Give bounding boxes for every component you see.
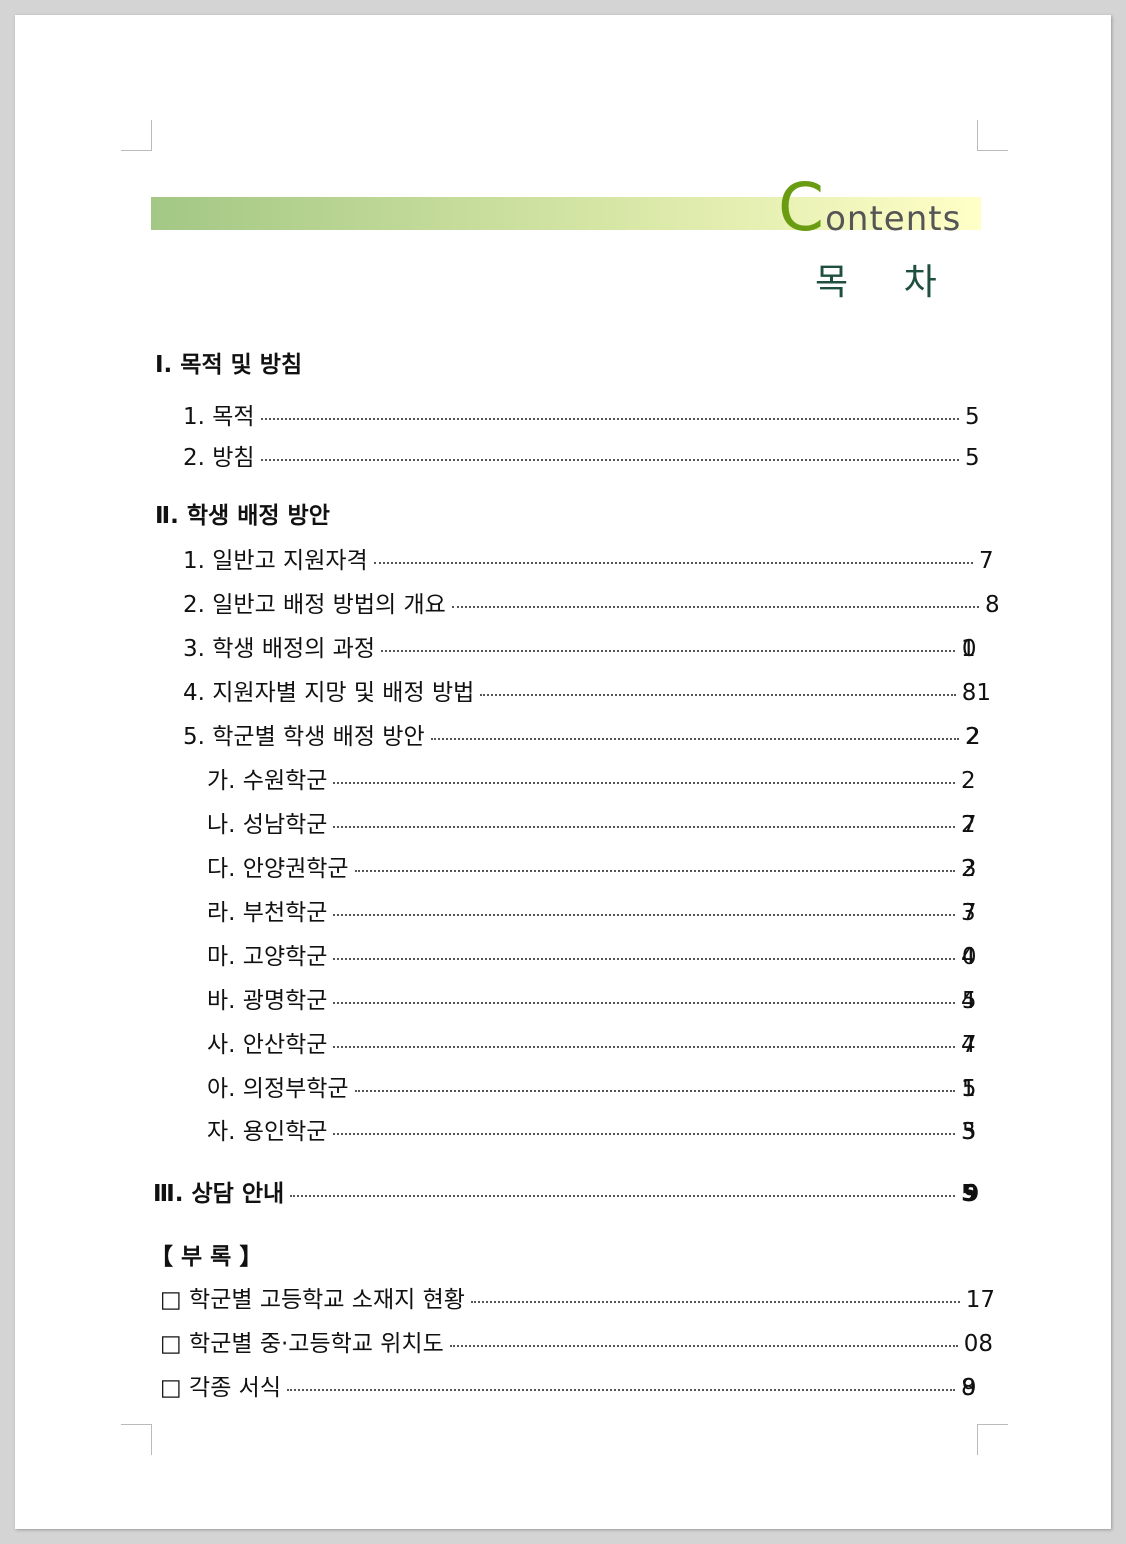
toc-entry-label: 마. 고양학군 (207, 944, 328, 970)
document-page: Contents 목 차 Ⅰ. 목적 및 방침 1. 목적 5 2. 방침 5 Ⅱ. 학생… (15, 15, 1111, 1529)
dot-leader (333, 914, 955, 916)
dot-leader (373, 562, 973, 564)
toc-entry-label: Ⅱ. 학생 배정 방안 (155, 503, 330, 529)
toc-entry-label: □ 학군별 중·고등학교 위치도 (160, 1331, 444, 1357)
dot-leader (260, 459, 959, 461)
toc-entry[interactable]: Ⅰ. 목적 및 방침 (155, 345, 302, 379)
dot-leader (333, 958, 955, 960)
dot-leader (451, 606, 979, 608)
dot-leader (260, 418, 959, 420)
title-initial: C (778, 169, 826, 246)
dot-leader (290, 1195, 955, 1197)
toc-entry[interactable]: 다. 안양권학군 23 (207, 849, 977, 883)
toc-page-number: 35 (961, 1119, 976, 1145)
toc-page-number: 81 (961, 680, 991, 706)
toc-page-number: 17 (965, 1287, 995, 1313)
toc-entry[interactable]: 2. 방침 5 (183, 438, 981, 472)
toc-page-number: 22 (965, 724, 980, 750)
toc-entry[interactable]: Ⅱ. 학생 배정 방안 (155, 496, 330, 530)
crop-mark (121, 1424, 152, 1455)
toc-page-number: 15 (961, 1076, 976, 1102)
toc-page-number: 23 (961, 856, 976, 882)
toc-entry[interactable]: 【 부 록 】 (150, 1237, 262, 1271)
toc-entry-label: 2. 일반고 배정 방법의 개요 (183, 592, 446, 618)
crop-mark (977, 120, 1008, 151)
toc-entry[interactable]: □ 학군별 중·고등학교 위치도 08 (160, 1324, 993, 1358)
dot-leader (333, 826, 955, 828)
toc-entry-label: 1. 목적 (183, 404, 255, 430)
toc-page-number: 89 (961, 1375, 976, 1401)
toc-page-number: 7 (979, 548, 994, 574)
toc-entry[interactable]: 4. 지원자별 지망 및 배정 방법 81 (183, 673, 991, 707)
toc-entry-label: 라. 부천학군 (207, 900, 328, 926)
toc-entry-label: □ 각종 서식 (160, 1375, 281, 1401)
toc-entry-label: 3. 학생 배정의 과정 (183, 636, 375, 662)
title-rest: ontents (825, 199, 962, 239)
crop-mark (977, 1424, 1008, 1455)
dot-leader (430, 738, 959, 740)
toc-entry-label: 5. 학군별 학생 배정 방안 (183, 724, 425, 750)
toc-entry-label: 바. 광명학군 (207, 988, 328, 1014)
toc-entry[interactable]: 아. 의정부학군 15 (207, 1069, 977, 1103)
toc-entry[interactable]: 자. 용인학군 35 (207, 1112, 977, 1146)
toc-entry-label: 가. 수원학군 (207, 768, 328, 794)
dot-leader (287, 1389, 955, 1391)
toc-entry[interactable]: 1. 목적 5 (183, 397, 981, 431)
toc-entry[interactable]: 3. 학생 배정의 과정 10 (183, 629, 977, 663)
toc-entry[interactable]: Ⅲ. 상담 안내 59 (153, 1174, 979, 1208)
toc-entry[interactable]: 1. 일반고 지원자격 7 (183, 541, 995, 575)
dot-leader (333, 782, 955, 784)
toc-page-number: 8 (985, 592, 1000, 618)
toc-page-number: 59 (961, 1181, 979, 1207)
dot-leader (449, 1345, 958, 1347)
dot-leader (381, 650, 955, 652)
toc-page-number: 2 (961, 768, 976, 794)
toc-entry-label: 아. 의정부학군 (207, 1076, 349, 1102)
toc-entry[interactable]: 나. 성남학군 27 (207, 805, 977, 839)
toc-entry-label: 4. 지원자별 지망 및 배정 방법 (183, 680, 475, 706)
toc-entry[interactable]: □ 학군별 고등학교 소재지 현황 17 (160, 1280, 995, 1314)
toc-subtitle: 목 차 (815, 262, 959, 303)
crop-mark (121, 120, 152, 151)
toc-entry-label: 나. 성남학군 (207, 812, 328, 838)
dot-leader (333, 1002, 955, 1004)
toc-entry[interactable]: 가. 수원학군 2 (207, 761, 977, 795)
header-gradient-bar (151, 197, 981, 230)
toc-entry[interactable]: 라. 부천학군 37 (207, 893, 977, 927)
toc-page-number: 08 (963, 1331, 993, 1357)
toc-page-number: 47 (961, 1032, 976, 1058)
dot-leader (333, 1046, 955, 1048)
toc-entry-label: Ⅲ. 상담 안내 (153, 1181, 285, 1207)
toc-entry-label: 2. 방침 (183, 445, 255, 471)
dot-leader (470, 1301, 960, 1303)
toc-page-number: 37 (961, 900, 976, 926)
toc-entry[interactable]: 사. 안산학군 47 (207, 1025, 977, 1059)
dot-leader (354, 870, 955, 872)
toc-entry[interactable]: □ 각종 서식 89 (160, 1368, 977, 1402)
toc-entry-label: 1. 일반고 지원자격 (183, 548, 368, 574)
dot-leader (354, 1090, 955, 1092)
toc-entry-label: 다. 안양권학군 (207, 856, 349, 882)
toc-page-number: 5 (965, 445, 980, 471)
toc-page-number: 45 (961, 988, 976, 1014)
toc-entry-label: 자. 용인학군 (207, 1119, 328, 1145)
toc-entry[interactable]: 바. 광명학군 45 (207, 981, 977, 1015)
toc-entry-label: □ 학군별 고등학교 소재지 현황 (160, 1287, 465, 1313)
toc-entry-label: 【 부 록 】 (150, 1244, 263, 1270)
toc-entry[interactable]: 마. 고양학군 40 (207, 937, 977, 971)
toc-page-number: 5 (965, 404, 980, 430)
toc-entry-label: 사. 안산학군 (207, 1032, 328, 1058)
contents-title: Contents (778, 175, 961, 241)
toc-entry-label: Ⅰ. 목적 및 방침 (155, 352, 303, 378)
toc-page-number: 27 (961, 812, 976, 838)
dot-leader (333, 1133, 955, 1135)
toc-page-number: 10 (961, 636, 976, 662)
toc-page-number: 40 (961, 944, 976, 970)
toc-entry[interactable]: 2. 일반고 배정 방법의 개요 8 (183, 585, 1001, 619)
toc-entry[interactable]: 5. 학군별 학생 배정 방안 22 (183, 717, 981, 751)
dot-leader (480, 694, 956, 696)
